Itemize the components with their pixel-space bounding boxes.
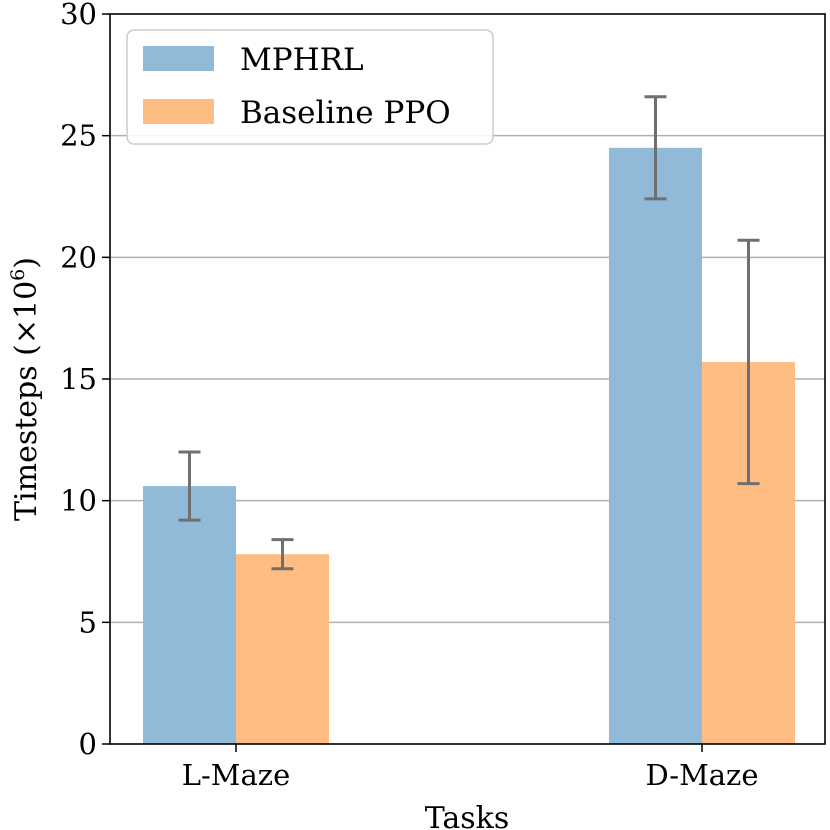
y-axis-title-close: ) (9, 257, 44, 269)
bar-mphrl-l-maze (143, 486, 236, 744)
errorbar-mphrl-l-maze (178, 450, 201, 522)
y-axis-title-exponent: 6 (7, 269, 29, 281)
errorbar-baseline-ppo-d-maze (737, 238, 760, 486)
y-axis-title-main: Timesteps (×10 (9, 281, 44, 521)
y-tick-label-25: 25 (60, 119, 97, 153)
y-tick-label-30: 30 (60, 0, 97, 31)
y-tick-label-0: 0 (79, 727, 97, 761)
legend-label-mphrl: MPHRL (240, 42, 364, 78)
legend-label-baseline-ppo: Baseline PPO (240, 95, 451, 131)
y-tick-label-20: 20 (60, 240, 97, 274)
chart-legend: MPHRL Baseline PPO (126, 29, 494, 145)
legend-swatch-baseline-ppo (143, 99, 214, 124)
x-axis-ticks: L-Maze D-Maze (182, 744, 759, 792)
bar-mphrl-d-maze (609, 147, 702, 745)
legend-swatch-mphrl (143, 46, 214, 71)
y-axis-title: Timesteps (×106) (7, 257, 44, 521)
x-tick-label-d-maze: D-Maze (645, 758, 758, 792)
x-axis-title: Tasks (425, 801, 510, 830)
errorbar-mphrl-d-maze (644, 95, 667, 201)
bar-baseline-ppo-l-maze (236, 554, 329, 744)
legend-frame (126, 29, 494, 145)
x-tick-label-l-maze: L-Maze (182, 758, 290, 792)
error-bar-marks (178, 95, 760, 571)
y-axis-ticks: 0 5 10 15 20 25 30 (60, 0, 110, 761)
errorbar-baseline-ppo-l-maze (271, 538, 294, 571)
y-tick-label-15: 15 (60, 362, 97, 396)
y-tick-label-10: 10 (60, 484, 97, 518)
y-tick-label-5: 5 (79, 605, 97, 639)
